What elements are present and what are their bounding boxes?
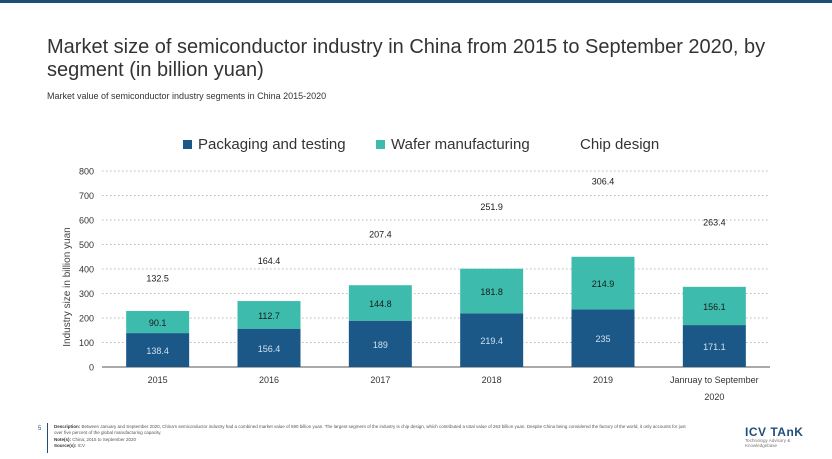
y-tick-label: 800: [79, 167, 94, 177]
y-tick-label: 400: [79, 265, 94, 275]
legend-item-chip-design: Chip design: [580, 136, 659, 153]
data-label-wafer: 214.9: [592, 279, 615, 289]
y-tick-label: 200: [79, 314, 94, 324]
brand-logo: ICV TAnK: [745, 425, 804, 439]
data-label-packaging: 156.4: [258, 344, 281, 354]
bar-packaging-and-testing: [348, 320, 412, 367]
data-label-packaging: 189: [373, 340, 388, 350]
legend-label-wafer: Wafer manufacturing: [391, 136, 530, 153]
legend-item-packaging: Packaging and testing: [183, 136, 346, 153]
data-label-chip-design: 207.4: [369, 229, 392, 239]
data-label-wafer: 144.8: [369, 299, 392, 309]
data-label-packaging: 138.4: [146, 346, 169, 356]
y-tick-label: 0: [89, 363, 94, 373]
x-tick-label: 2019: [593, 375, 613, 385]
x-tick-label: 2017: [370, 375, 390, 385]
bar-packaging-and-testing: [126, 333, 190, 367]
data-label-packaging: 219.4: [480, 336, 503, 346]
legend-item-wafer: Wafer manufacturing: [376, 136, 530, 153]
data-label-wafer: 112.7: [258, 311, 280, 321]
y-tick-label: 600: [79, 216, 94, 226]
brand-tagline: Technology Advisory & Knowledgebase: [745, 438, 791, 448]
y-tick-label: 500: [79, 240, 94, 250]
data-label-chip-design: 164.4: [258, 256, 281, 266]
bar-packaging-and-testing: [460, 313, 524, 367]
data-label-chip-design: 263.4: [703, 217, 726, 227]
x-tick-label: 2018: [482, 375, 502, 385]
footer-divider: [47, 423, 48, 453]
bar-packaging-and-testing: [571, 309, 635, 367]
chart-subtitle: Market value of semiconductor industry s…: [47, 91, 327, 101]
y-tick-label: 300: [79, 289, 94, 299]
bar-wafer-manufacturing: [571, 256, 635, 310]
page-number: 5: [38, 426, 42, 432]
bar-chart: 0 100 200 300 400 500 600 700 800 Industry size i…: [62, 167, 770, 402]
data-label-packaging: 235: [595, 334, 610, 344]
footer-source: Source(s): ICV: [54, 442, 86, 448]
data-label-wafer: 90.1: [149, 318, 167, 328]
y-tick-label: 700: [79, 191, 94, 201]
bar-wafer-manufacturing: [348, 285, 412, 321]
footer-description: Description: Between January and Septemb…: [54, 424, 686, 435]
data-label-chip-design: 306.4: [592, 177, 615, 187]
y-tick-label: 100: [79, 338, 94, 348]
x-tick-label: Janruay to September: [670, 375, 759, 385]
bar-wafer-manufacturing: [460, 268, 524, 314]
legend-swatch-wafer: [376, 140, 385, 149]
data-label-wafer: 181.8: [480, 287, 503, 297]
legend-label-chip-design: Chip design: [580, 136, 660, 153]
legend: Packaging and testing Wafer manufacturin…: [0, 136, 832, 156]
data-label-chip-design: 251.9: [480, 202, 503, 212]
bar-wafer-manufacturing: [237, 301, 301, 329]
footer-notes: Description: Between January and Septemb…: [54, 424, 694, 448]
y-axis-title: Industry size in billion yuan: [62, 227, 73, 347]
x-tick-label: 2015: [148, 375, 168, 385]
footer-note: Note(s): China; 2015 to September 2020: [54, 437, 137, 442]
bar-wafer-manufacturing: [682, 286, 746, 326]
data-label-wafer: 156.1: [703, 302, 726, 312]
x-tick-label: 2016: [259, 375, 279, 385]
legend-label-packaging: Packaging and testing: [198, 136, 346, 153]
chart-title: Market size of semiconductor industry in…: [47, 36, 766, 81]
x-tick-label-line2: 2020: [704, 392, 724, 402]
legend-swatch-packaging: [183, 140, 192, 149]
top-accent-bar: [0, 0, 832, 3]
data-label-packaging: 171.1: [703, 342, 726, 352]
bar-packaging-and-testing: [237, 328, 301, 367]
bar-wafer-manufacturing: [126, 311, 190, 334]
data-label-chip-design: 132.5: [146, 274, 169, 284]
bar-packaging-and-testing: [682, 325, 746, 367]
